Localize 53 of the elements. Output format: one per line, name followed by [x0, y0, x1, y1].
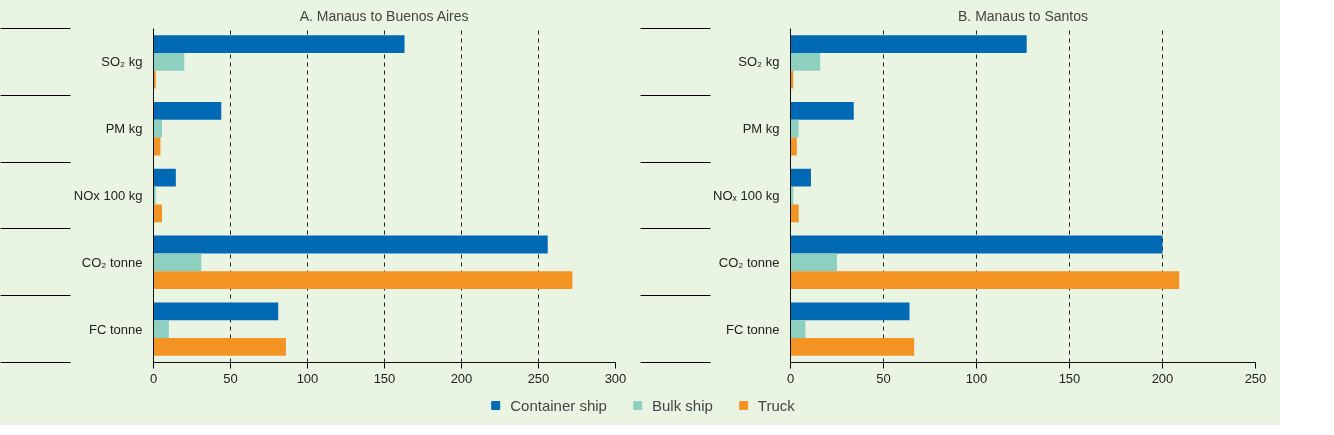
bar [790, 302, 910, 321]
y-tick-label: SO₂ kg [738, 54, 780, 70]
bar [790, 320, 806, 339]
x-tick-label: 250 [1244, 370, 1267, 386]
y-tick-label: CO₂ tonne [718, 254, 780, 270]
bar [153, 101, 222, 120]
x-tick-label: 300 [604, 370, 627, 386]
legend-label: Container ship [510, 396, 607, 414]
chart-title: B. Manaus to Santos [958, 7, 1088, 24]
bar [153, 320, 169, 339]
x-tick-label: 0 [786, 370, 795, 386]
bar [790, 235, 1163, 254]
legend-label: Truck [757, 396, 795, 414]
bar [153, 235, 548, 254]
bar [790, 137, 797, 156]
bar [153, 302, 279, 321]
bar [790, 35, 1027, 53]
x-tick-label: 100 [296, 370, 319, 386]
x-tick-label: 100 [965, 370, 988, 386]
bar [790, 204, 799, 223]
bar [153, 52, 185, 71]
y-tick-label: SO₂ kg [101, 54, 143, 70]
bar [153, 271, 573, 290]
x-tick-label: 50 [223, 370, 238, 386]
y-tick-label: FC tonne [89, 321, 143, 337]
bar [790, 119, 799, 138]
y-tick-label: NOx 100 kg [73, 188, 143, 203]
y-tick-label: NOₓ 100 kg [713, 188, 780, 203]
bar [153, 119, 162, 138]
bar [153, 35, 405, 53]
x-tick-label: 250 [527, 370, 550, 386]
bar [790, 168, 811, 187]
y-tick-label: FC tonne [726, 321, 780, 337]
x-tick-label: 200 [1151, 370, 1174, 386]
y-tick-label: CO₂ tonne [81, 254, 143, 270]
bar [790, 253, 837, 272]
x-tick-label: 0 [149, 370, 158, 386]
chart-title: A. Manaus to Buenos Aires [299, 7, 469, 24]
bar [790, 338, 915, 356]
x-tick-label: 150 [1058, 370, 1081, 386]
bar [153, 168, 176, 187]
x-tick-label: 200 [450, 370, 473, 386]
y-tick-label: PM kg [105, 121, 143, 137]
bar [790, 101, 854, 120]
bar [790, 52, 821, 71]
bar [790, 271, 1180, 290]
x-tick-label: 50 [876, 370, 891, 386]
y-tick-label: PM kg [742, 121, 780, 137]
x-tick-label: 150 [373, 370, 396, 386]
legend-label: Bulk ship [651, 396, 713, 414]
bar [153, 204, 162, 223]
bar [153, 338, 286, 356]
bar [153, 253, 202, 272]
